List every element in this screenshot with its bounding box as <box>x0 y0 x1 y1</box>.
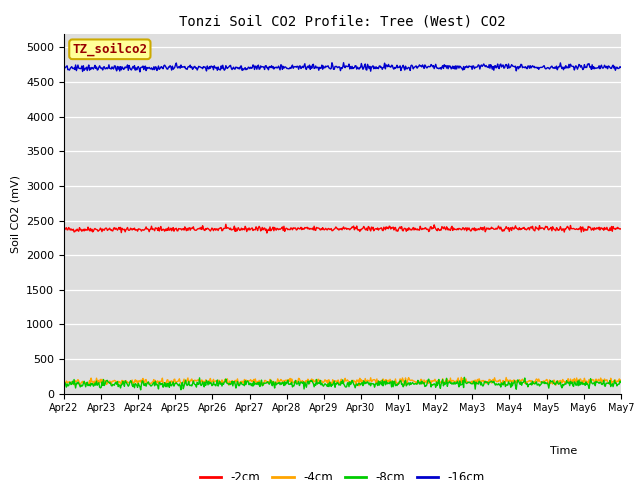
-2cm <box>428 226 436 232</box>
-2cm <box>60 226 68 232</box>
-2cm <box>222 221 230 227</box>
-8cm <box>214 383 222 389</box>
-8cm <box>428 384 435 390</box>
-8cm <box>127 378 135 384</box>
-16cm <box>214 64 222 70</box>
-4cm <box>428 381 435 387</box>
Text: TZ_soilco2: TZ_soilco2 <box>72 43 147 56</box>
-2cm <box>70 229 78 235</box>
-2cm <box>184 228 192 233</box>
Y-axis label: Soil CO2 (mV): Soil CO2 (mV) <box>11 175 20 252</box>
-4cm <box>70 382 78 388</box>
Title: Tonzi Soil CO2 Profile: Tree (West) CO2: Tonzi Soil CO2 Profile: Tree (West) CO2 <box>179 14 506 28</box>
-2cm <box>127 226 135 232</box>
-16cm <box>185 64 193 70</box>
-2cm <box>617 226 625 232</box>
Line: -8cm: -8cm <box>64 377 621 390</box>
-2cm <box>412 227 419 232</box>
-16cm <box>617 64 625 70</box>
-8cm <box>185 379 193 384</box>
-16cm <box>60 67 68 73</box>
Line: -4cm: -4cm <box>64 377 621 386</box>
-16cm <box>136 69 144 75</box>
-16cm <box>412 63 419 69</box>
-8cm <box>617 380 625 385</box>
-16cm <box>428 62 436 68</box>
-16cm <box>340 60 348 66</box>
Text: Time: Time <box>550 446 577 456</box>
Line: -16cm: -16cm <box>64 63 621 72</box>
-8cm <box>461 374 468 380</box>
-8cm <box>411 381 419 386</box>
-4cm <box>355 383 363 389</box>
-8cm <box>137 387 145 393</box>
-4cm <box>458 374 465 380</box>
-16cm <box>127 67 135 73</box>
-8cm <box>70 377 78 383</box>
-2cm <box>263 230 271 236</box>
-8cm <box>60 381 68 386</box>
-4cm <box>184 375 192 381</box>
-4cm <box>214 380 221 385</box>
Legend: -2cm, -4cm, -8cm, -16cm: -2cm, -4cm, -8cm, -16cm <box>195 466 490 480</box>
-4cm <box>127 380 135 385</box>
-4cm <box>617 377 625 383</box>
-4cm <box>411 379 419 384</box>
-4cm <box>60 379 68 384</box>
-16cm <box>70 65 78 71</box>
-2cm <box>214 226 221 232</box>
Line: -2cm: -2cm <box>64 224 621 233</box>
